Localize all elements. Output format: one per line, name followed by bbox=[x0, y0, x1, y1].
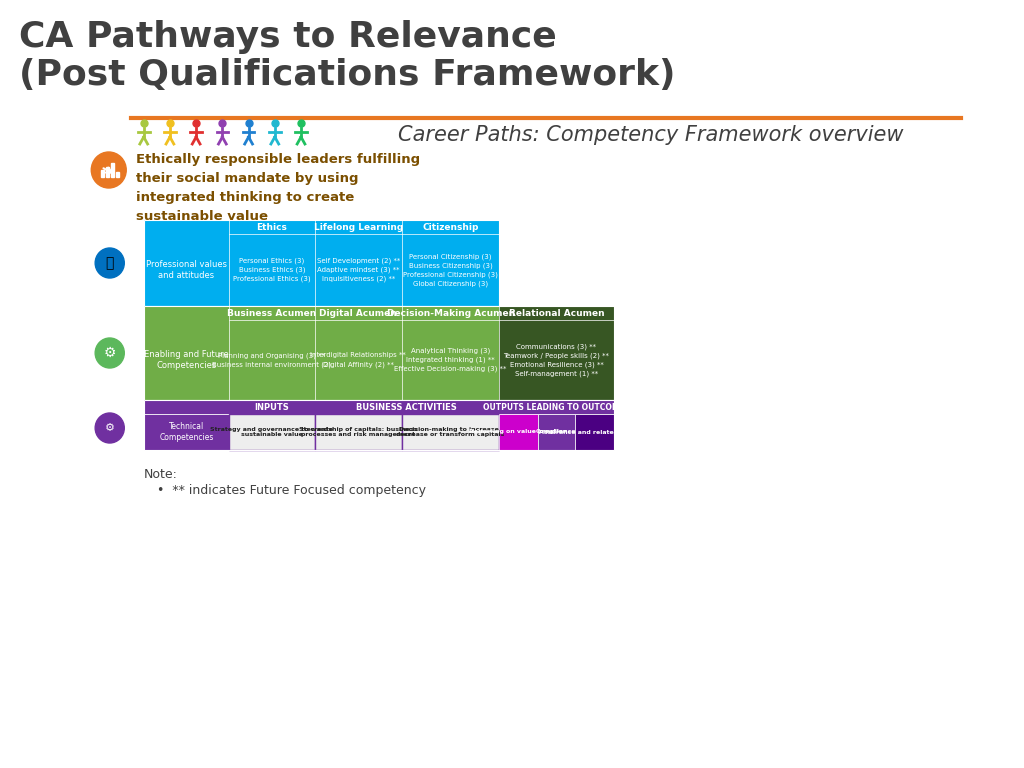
Text: Communications (3) **
Teamwork / People skills (2) **
Emotional Resilience (3) *: Communications (3) ** Teamwork / People … bbox=[504, 343, 609, 377]
Text: 🤝: 🤝 bbox=[105, 256, 114, 270]
Text: Personal Ethics (3)
Business Ethics (3)
Professional Ethics (3): Personal Ethics (3) Business Ethics (3) … bbox=[233, 258, 310, 283]
Bar bbox=[143, 400, 613, 414]
Bar bbox=[499, 414, 538, 450]
Text: CA Pathways to Relevance: CA Pathways to Relevance bbox=[19, 20, 557, 54]
Bar bbox=[538, 414, 574, 450]
Text: ⚙: ⚙ bbox=[103, 346, 116, 360]
Bar bbox=[143, 220, 499, 306]
Text: Enabling and Future
Competencies: Enabling and Future Competencies bbox=[144, 350, 228, 369]
Bar bbox=[111, 163, 114, 177]
Text: Ethically responsible leaders fulfilling
their social mandate by using
integrate: Ethically responsible leaders fulfilling… bbox=[136, 153, 420, 223]
Text: OUTPUTS LEADING TO OUTCOMES: OUTPUTS LEADING TO OUTCOMES bbox=[482, 402, 630, 412]
Text: Analytical Thinking (3)
Integrated thinking (1) **
Effective Decision-making (3): Analytical Thinking (3) Integrated think… bbox=[394, 348, 507, 372]
Text: Assurance and related services: Assurance and related services bbox=[539, 429, 649, 435]
Text: Reporting on value creation: Reporting on value creation bbox=[469, 429, 567, 435]
Bar bbox=[143, 306, 613, 400]
Text: (Post Qualifications Framework): (Post Qualifications Framework) bbox=[19, 58, 676, 92]
Text: Lifelong Learning: Lifelong Learning bbox=[313, 223, 402, 231]
Bar bbox=[402, 414, 499, 450]
Circle shape bbox=[95, 413, 124, 443]
Bar bbox=[314, 414, 402, 450]
Bar bbox=[574, 414, 613, 450]
Text: Strategy and governance to create
sustainable value: Strategy and governance to create sustai… bbox=[210, 426, 334, 438]
Text: Note:: Note: bbox=[143, 468, 177, 481]
Text: Ethics: Ethics bbox=[256, 223, 288, 231]
Text: Decision-making to increase,
decrease or transform capitals: Decision-making to increase, decrease or… bbox=[396, 426, 505, 438]
Text: Personal Citizenship (3)
Business Citizenship (3)
Professional Citizenship (3)
G: Personal Citizenship (3) Business Citize… bbox=[403, 253, 498, 286]
Circle shape bbox=[91, 152, 126, 188]
Circle shape bbox=[95, 248, 124, 278]
Text: ⚙: ⚙ bbox=[104, 423, 115, 433]
Text: Citizenship: Citizenship bbox=[422, 223, 479, 231]
Bar bbox=[143, 400, 613, 450]
Text: •  ** indicates Future Focused competency: • ** indicates Future Focused competency bbox=[158, 484, 426, 497]
Bar bbox=[143, 414, 229, 450]
Text: Business Acumen: Business Acumen bbox=[227, 309, 316, 317]
Text: Self Development (2) **
Adaptive mindset (3) **
Inquisitiveness (2) **: Self Development (2) ** Adaptive mindset… bbox=[316, 258, 400, 283]
Text: Digital Acumen: Digital Acumen bbox=[319, 309, 397, 317]
Bar bbox=[101, 170, 104, 177]
Bar bbox=[143, 220, 499, 306]
Text: Career Paths: Competency Framework overview: Career Paths: Competency Framework overv… bbox=[398, 125, 903, 145]
Text: Compliance: Compliance bbox=[537, 429, 577, 435]
Bar bbox=[229, 414, 314, 450]
Text: Professional values
and attitudes: Professional values and attitudes bbox=[146, 260, 227, 280]
Text: Planning and Organising (3) **
Business internal environment (2): Planning and Organising (3) ** Business … bbox=[212, 353, 332, 368]
Text: Technical
Competencies: Technical Competencies bbox=[160, 422, 214, 442]
Text: INPUTS: INPUTS bbox=[255, 402, 289, 412]
Text: Relational Acumen: Relational Acumen bbox=[509, 309, 604, 317]
Text: BUSINESS ACTIVITIES: BUSINESS ACTIVITIES bbox=[356, 402, 458, 412]
Bar bbox=[116, 172, 119, 177]
Bar bbox=[499, 306, 613, 400]
Text: Interdigital Relationships **
Digital Affinity (2) **: Interdigital Relationships ** Digital Af… bbox=[310, 353, 407, 368]
Text: Stewardship of capitals: business
processes and risk management: Stewardship of capitals: business proces… bbox=[299, 426, 418, 438]
Bar bbox=[143, 306, 499, 400]
Text: Decision-Making Acumen: Decision-Making Acumen bbox=[386, 309, 515, 317]
Circle shape bbox=[95, 338, 124, 368]
Bar bbox=[105, 167, 110, 177]
